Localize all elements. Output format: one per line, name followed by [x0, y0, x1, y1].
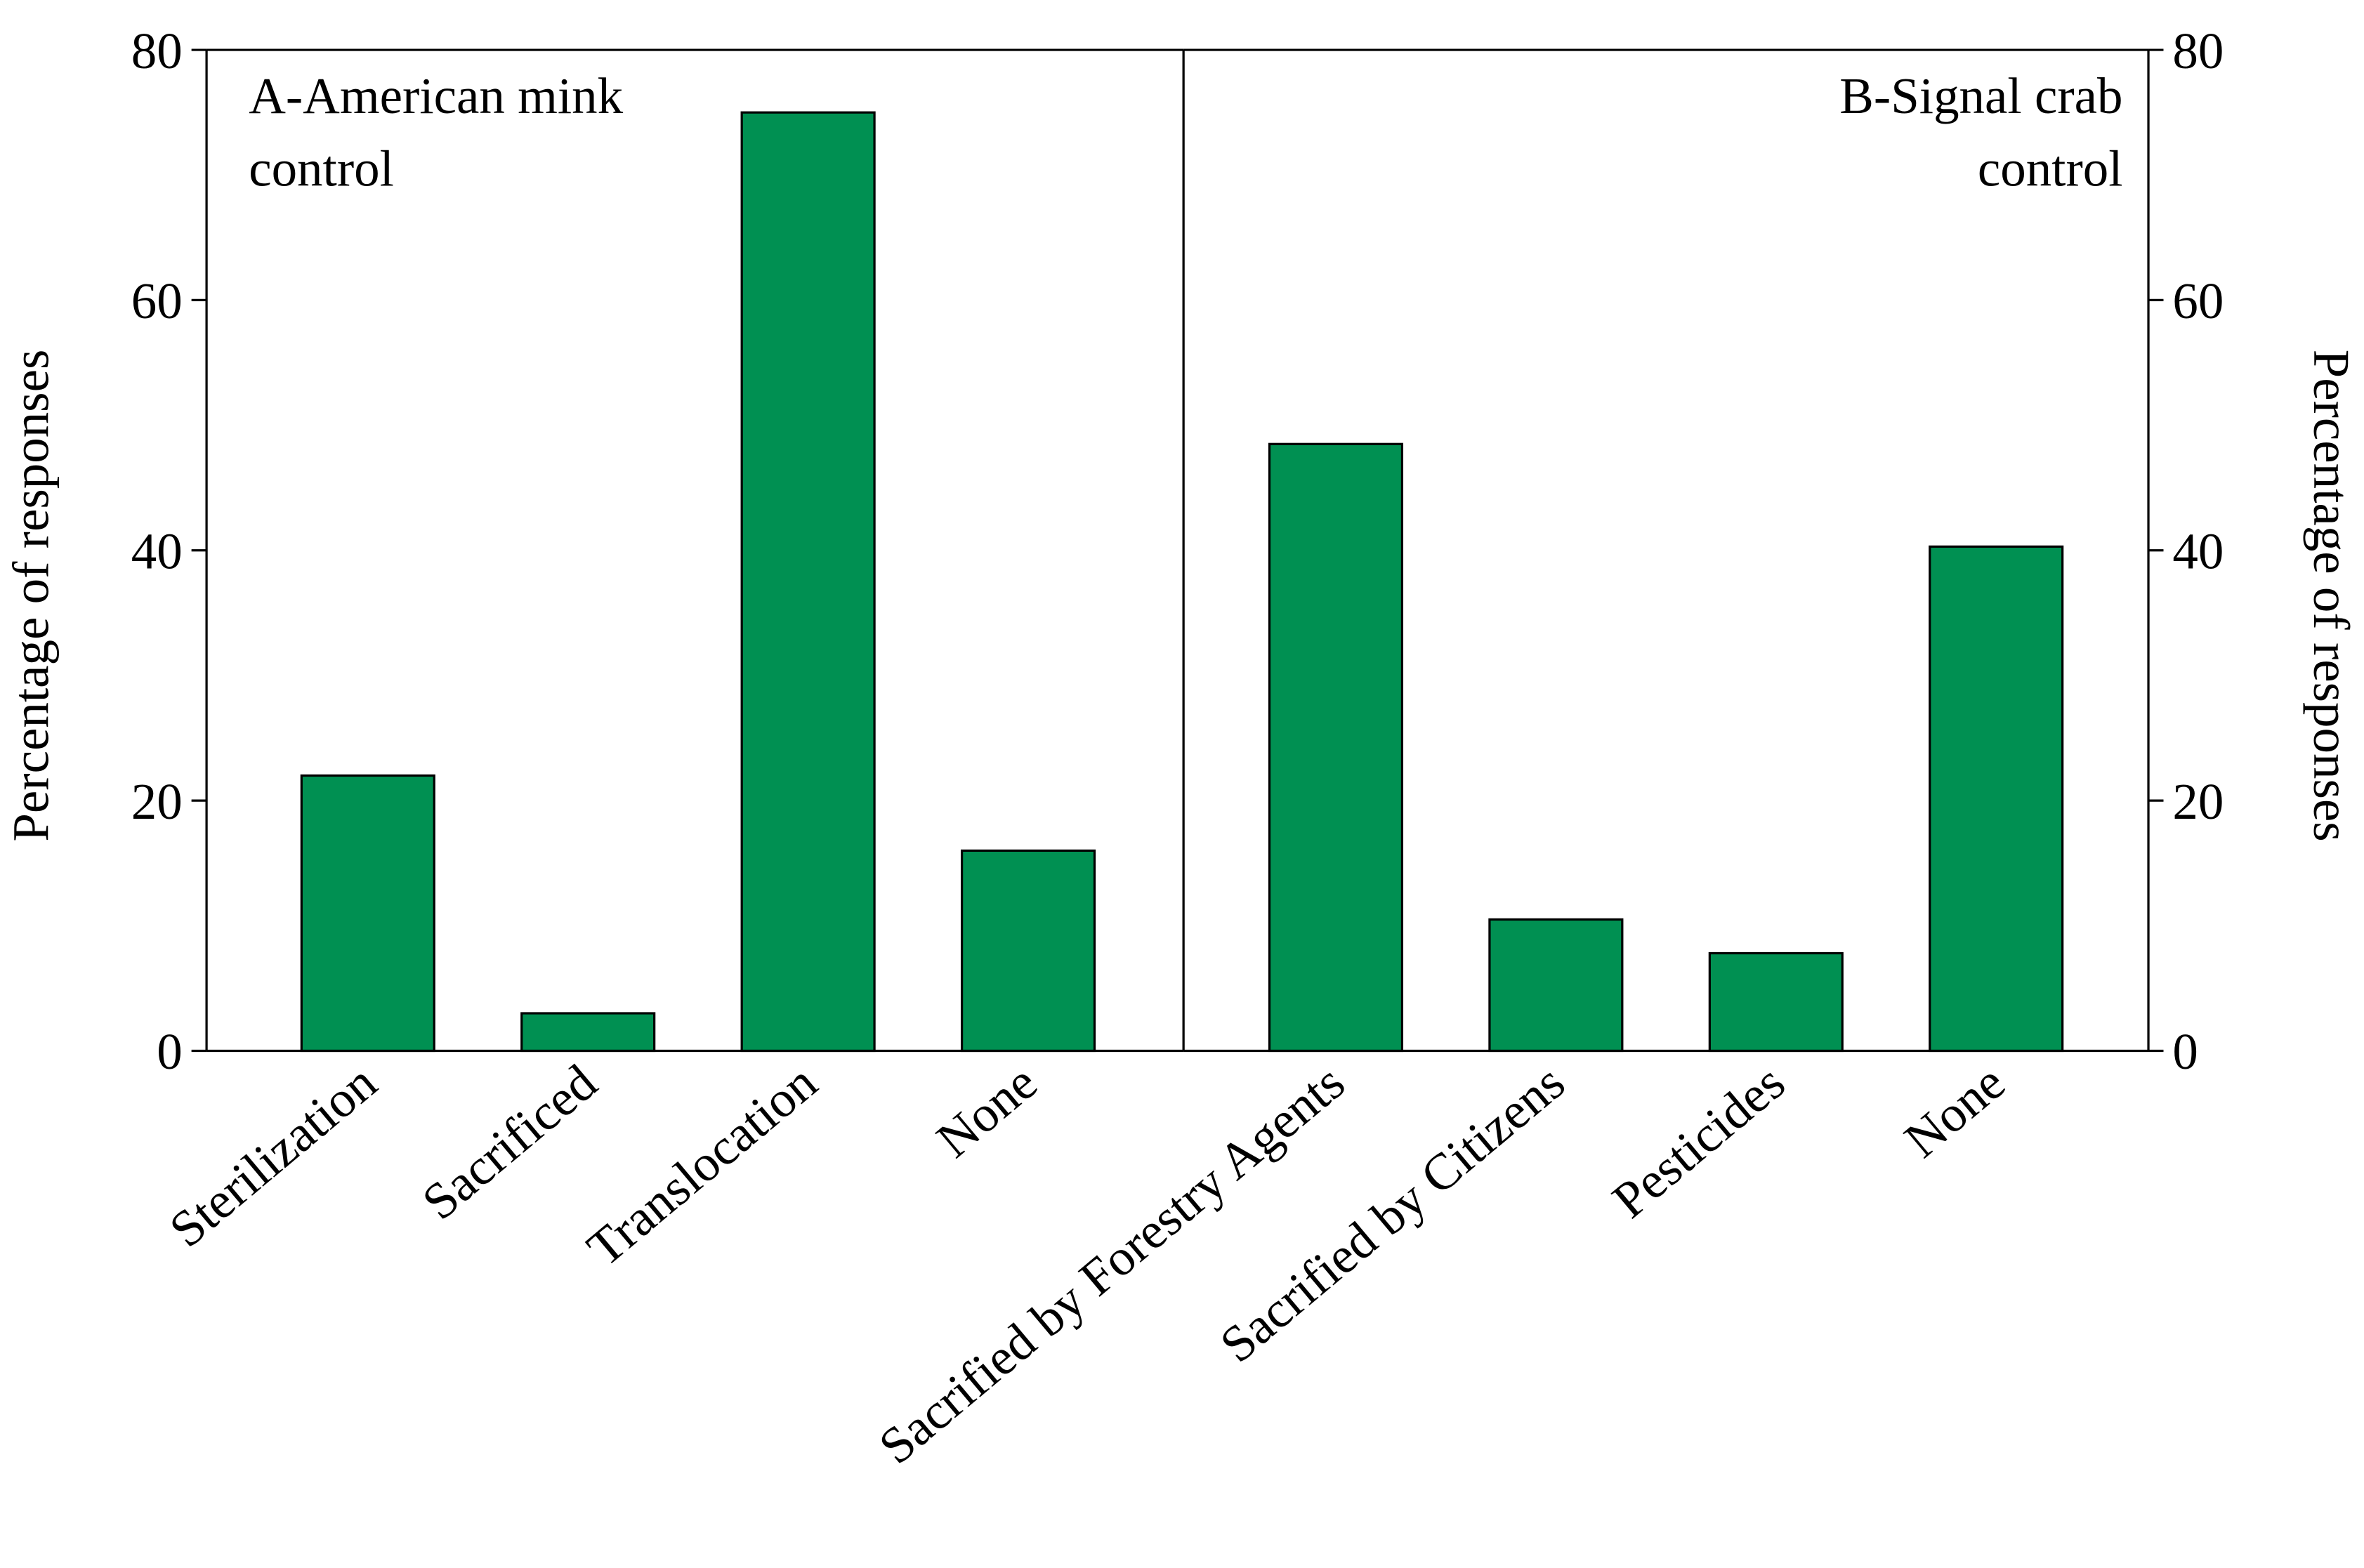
y-tick-label: 40 — [2172, 523, 2224, 580]
y-tick-label: 20 — [131, 773, 183, 830]
bar — [960, 849, 1096, 1053]
y-tick-label: 80 — [131, 22, 183, 79]
y-tick-label: 40 — [131, 523, 183, 580]
panel-title: control — [1978, 140, 2123, 197]
y-tick-label: 60 — [2172, 272, 2224, 329]
bar — [1708, 951, 1844, 1053]
y-tick-label: 0 — [2172, 1023, 2198, 1080]
bar — [300, 774, 435, 1053]
bar — [1488, 918, 1624, 1053]
panel-title: B-Signal crab — [1839, 67, 2122, 124]
panel-title: control — [249, 140, 394, 197]
y-tick-label: 20 — [2172, 773, 2224, 830]
bar — [1929, 545, 2064, 1053]
bar — [520, 1012, 656, 1053]
y-axis-label: Percentage of responses — [2303, 350, 2360, 842]
y-axis-label: Percentage of responses — [3, 350, 60, 842]
panel-title: A-American mink — [249, 67, 623, 124]
bar — [1268, 442, 1404, 1053]
bar — [740, 111, 876, 1053]
y-tick-label: 60 — [131, 272, 183, 329]
y-tick-label: 0 — [157, 1023, 182, 1080]
y-tick-label: 80 — [2172, 22, 2224, 79]
